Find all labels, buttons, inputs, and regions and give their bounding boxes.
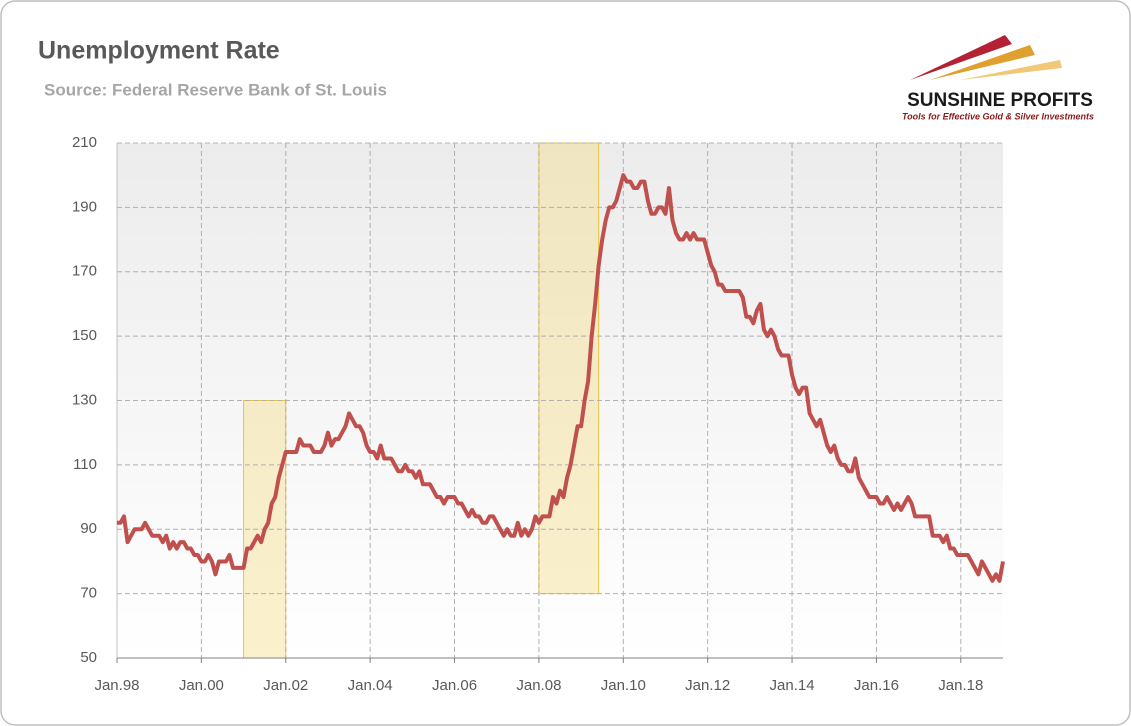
y-tick-label: 90 [80, 520, 97, 537]
x-tick-label: Jan.12 [685, 677, 730, 694]
logo-name: SUNSHINE PROFITS [907, 90, 1093, 111]
y-tick-label: 50 [80, 649, 97, 666]
y-tick-label: 110 [73, 456, 97, 473]
x-tick-label: Jan.08 [516, 677, 561, 694]
y-tick-label: 150 [72, 327, 97, 344]
x-tick-label: Jan.18 [938, 677, 983, 694]
x-tick-label: Jan.10 [601, 677, 646, 694]
chart-subtitle: Source: Federal Reserve Bank of St. Loui… [44, 80, 387, 99]
data-line [117, 173, 1005, 583]
logo-tagline: Tools for Effective Gold & Silver Invest… [902, 111, 1094, 121]
y-tick-label: 190 [72, 198, 97, 215]
x-tick-label: Jan.98 [94, 677, 139, 694]
x-tick-label: Jan.16 [854, 677, 899, 694]
x-tick-label: Jan.14 [770, 677, 815, 694]
chart-title: Unemployment Rate [38, 37, 280, 65]
x-tick-label: Jan.04 [348, 677, 393, 694]
y-tick-label: 130 [72, 391, 97, 408]
x-tick-label: Jan.00 [179, 677, 224, 694]
logo-ray [930, 45, 1035, 80]
x-tick-label: Jan.06 [432, 677, 477, 694]
logo-ray [910, 35, 1012, 80]
logo-ray [960, 60, 1062, 80]
y-tick-label: 170 [72, 263, 97, 280]
y-tick-label: 70 [80, 585, 97, 602]
y-tick-label: 210 [72, 134, 97, 151]
x-tick-label: Jan.02 [263, 677, 308, 694]
logo: SUNSHINE PROFITS Tools for Effective Gol… [902, 35, 1094, 121]
